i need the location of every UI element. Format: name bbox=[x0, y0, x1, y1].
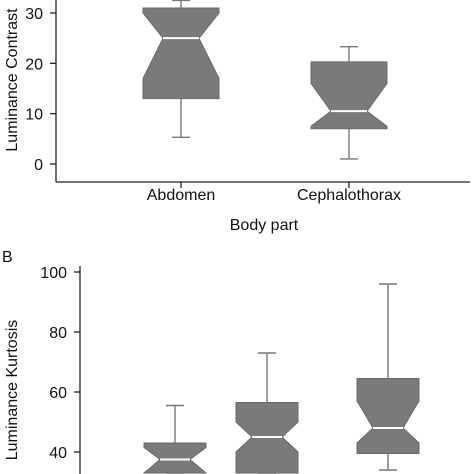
panel-a-x-ticks: Abdomen Cephalothorax bbox=[147, 182, 401, 204]
panel-a-y-tick-label: 10 bbox=[25, 107, 43, 124]
panel-b-boxes bbox=[142, 283, 420, 474]
panel-a-y-tick-label: 30 bbox=[25, 6, 43, 23]
panel-a-x-label: Body part bbox=[230, 217, 299, 234]
panel-b-y-tick-label: 40 bbox=[49, 445, 67, 462]
panel-b-y-label: Luminance Kurtosis bbox=[4, 320, 21, 461]
panel-a-x-tick-label: Abdomen bbox=[147, 187, 216, 204]
panel-b-y-tick-label: 80 bbox=[49, 325, 67, 342]
panel-b-y-ticks: 40 60 80 100 bbox=[40, 265, 80, 462]
box-body bbox=[142, 7, 220, 100]
panel-b-letter: B bbox=[2, 249, 13, 266]
panel-a-y-label: Luminance Contrast bbox=[4, 8, 21, 152]
panel-a-x-tick-label: Cephalothorax bbox=[297, 187, 401, 204]
panel-b-y-tick-label: 60 bbox=[49, 385, 67, 402]
panel-b-y-tick-label: 100 bbox=[40, 265, 67, 282]
panel-a-y-tick-label: 20 bbox=[25, 56, 43, 73]
box-body bbox=[142, 442, 208, 474]
panel-a-y-tick-label: 0 bbox=[34, 157, 43, 174]
panel-a-y-ticks: 0 10 20 30 bbox=[25, 6, 56, 174]
panel-a: 0 10 20 30 Abdomen Cephalothorax Luminance C… bbox=[4, 0, 470, 234]
panel-a-boxes bbox=[142, 0, 388, 160]
box-body bbox=[310, 61, 388, 130]
panel-b: B 40 60 80 100 Luminance Kurtosis bbox=[2, 249, 420, 474]
box-body bbox=[356, 378, 420, 454]
